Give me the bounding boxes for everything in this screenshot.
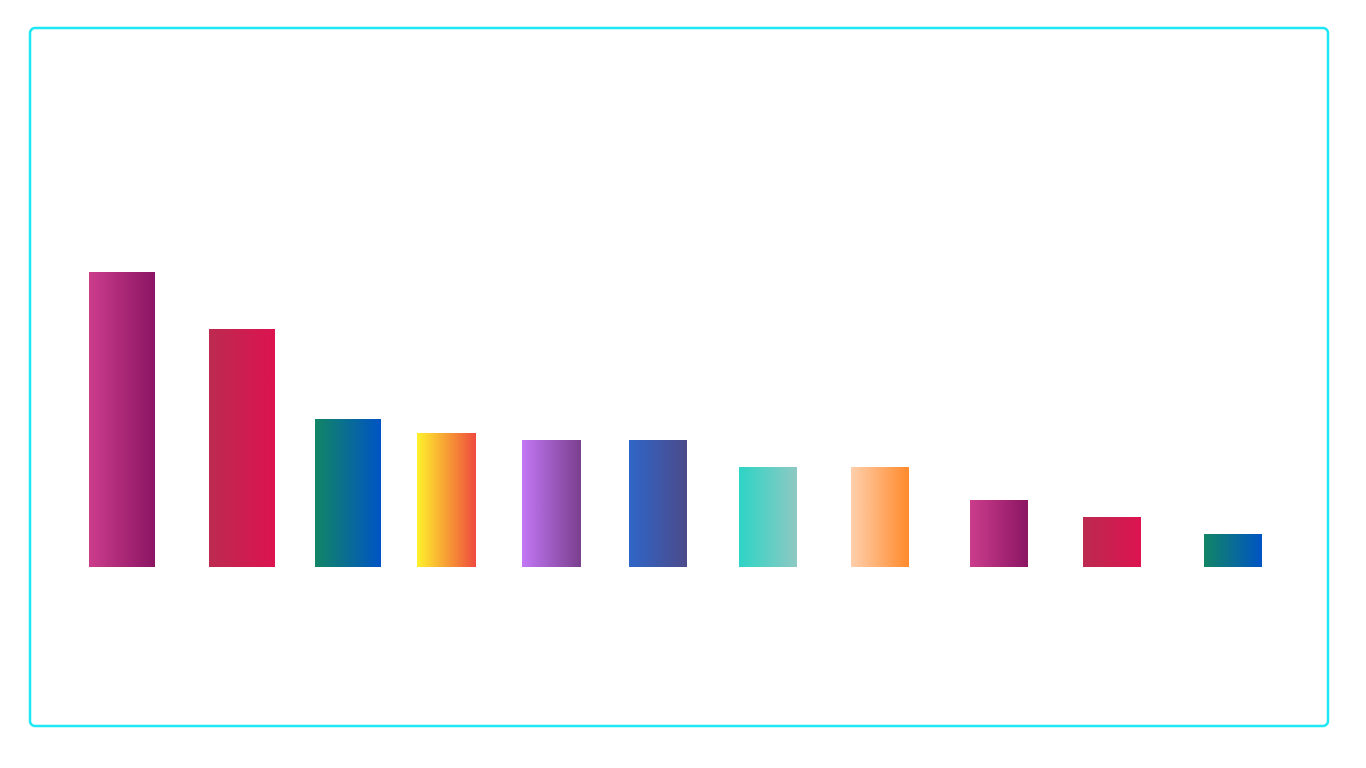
bar (739, 467, 797, 567)
bar (629, 440, 687, 567)
bar (970, 500, 1028, 567)
bar (89, 272, 155, 567)
bar (1083, 517, 1141, 567)
bar (1204, 534, 1262, 567)
bar (851, 467, 909, 567)
bar (522, 440, 581, 567)
bar (417, 433, 476, 567)
bar (209, 329, 275, 567)
bar (315, 419, 381, 567)
